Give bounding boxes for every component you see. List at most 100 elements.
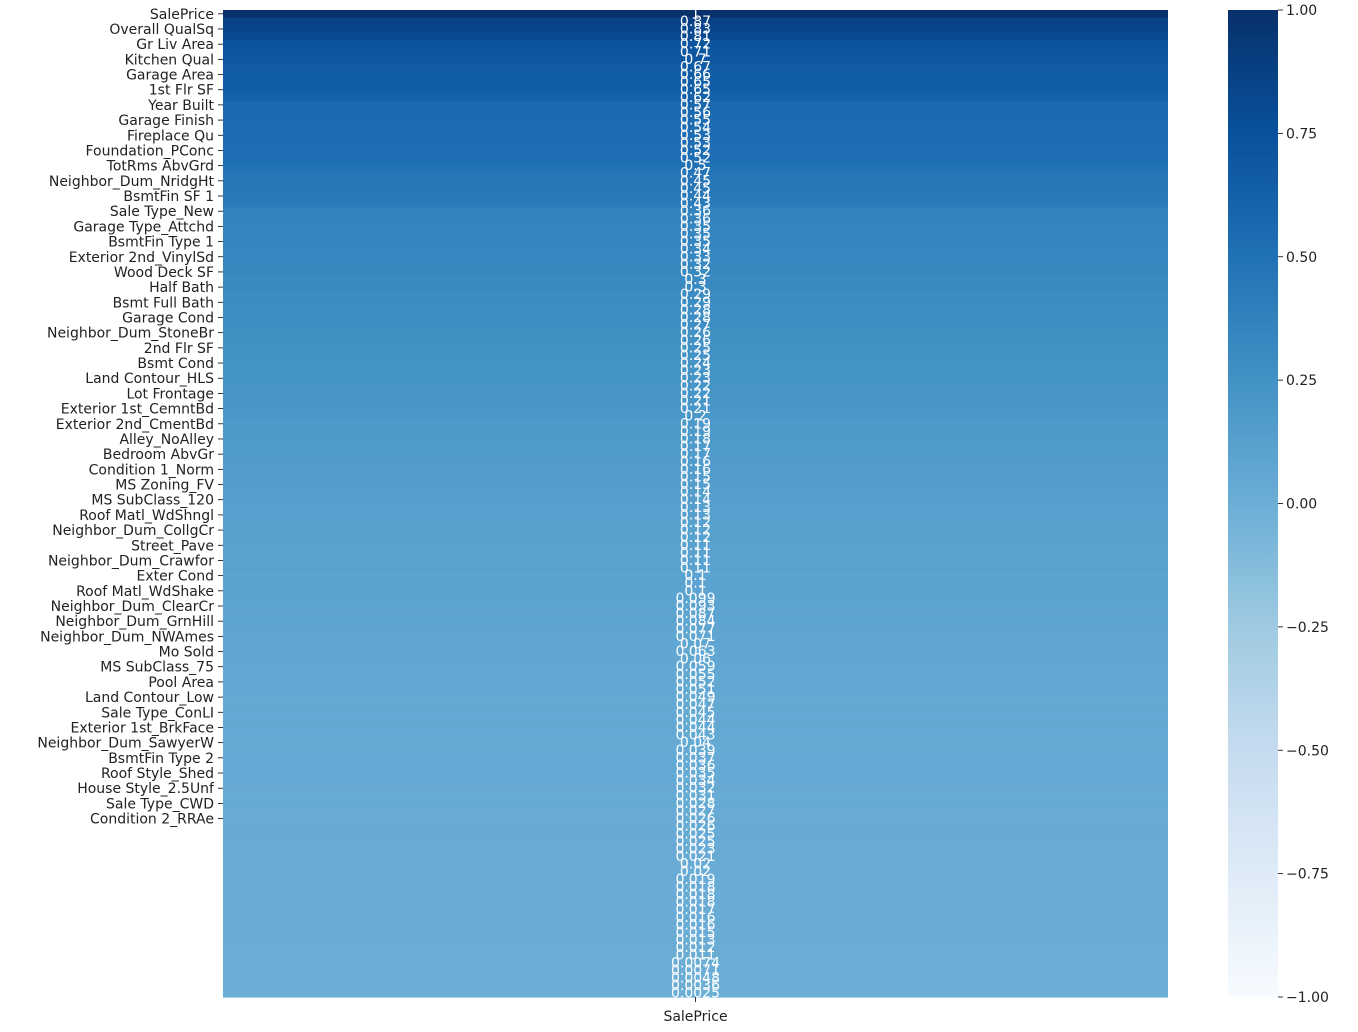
row-tick-label: Overall QualSq: [109, 22, 214, 38]
row-tick-label: Garage Finish: [118, 113, 214, 129]
heatmap-cell: [223, 632, 1168, 641]
heatmap-cell: [223, 852, 1168, 861]
row-tick-label: Roof Matl_WdShake: [76, 584, 214, 600]
heatmap-cell: [223, 837, 1168, 846]
cell-annotation: 0.1: [684, 568, 706, 584]
heatmap-cell: [223, 154, 1168, 163]
cell-annotation: 0.051: [675, 682, 715, 698]
heatmap-cell: [223, 10, 1168, 19]
heatmap-cell: [223, 860, 1168, 869]
colorbar-tick-label: −0.25: [1286, 620, 1329, 636]
heatmap-cell: [223, 754, 1168, 763]
heatmap-cell: [223, 32, 1168, 41]
cell-annotation: 0.11: [680, 553, 711, 569]
row-tick-label: BsmtFin Type 2: [108, 751, 214, 767]
cell-annotation: 0.55: [680, 113, 711, 129]
colorbar-tick-label: −0.50: [1286, 743, 1329, 759]
cell-annotation: 0.54: [680, 120, 711, 136]
cell-annotation: 0.047: [675, 697, 715, 713]
cell-annotation: 0.039: [675, 743, 715, 759]
heatmap-cell: [223, 905, 1168, 915]
heatmap-cell: [223, 473, 1168, 482]
row-tick-label: Pool Area: [148, 675, 214, 691]
row-tick-label: Exterior 2nd_CmentBd: [56, 417, 214, 433]
colorbar: 1.00 0.75 0.50 0.25 0.00 −0.25 −0.50 −0.75 −1.00: [1228, 3, 1329, 1006]
heatmap-cell: [223, 511, 1168, 520]
cell-annotation: 0.018: [675, 887, 715, 903]
cell-annotation: 0.059: [675, 659, 715, 675]
row-tick-label: Condition 2_RRAe: [90, 812, 214, 828]
cell-annotation: 0.037: [675, 750, 715, 766]
cell-annotation: 0.13: [680, 507, 711, 523]
cell-annotation: 0.035: [675, 766, 715, 782]
cell-annotation: 0.084: [675, 614, 715, 630]
cell-annotation: 0.0025: [671, 986, 720, 1002]
heatmap-cell: [223, 336, 1168, 345]
cell-annotation: 0.071: [675, 629, 715, 645]
cell-annotation: 0.15: [680, 469, 711, 485]
row-tick-label: Wood Deck SF: [114, 265, 214, 281]
row-tick-label: House Style_2.5Unf: [77, 781, 215, 797]
heatmap-cell: [223, 328, 1168, 338]
cell-annotation: 0.16: [680, 462, 711, 478]
cell-annotation: 0.011: [675, 948, 715, 964]
cell-annotation: 0.0048: [671, 971, 720, 987]
heatmap-cell: [223, 761, 1168, 770]
heatmap-cell: [223, 867, 1168, 877]
cell-annotation: 0.18: [680, 431, 711, 447]
row-tick-label: Neighbor_Dum_GrnHill: [55, 614, 214, 630]
row-tick-label: Neighbor_Dum_CollgCr: [52, 523, 214, 539]
cell-annotation: 0.16: [680, 454, 711, 470]
heatmap-cell: [223, 70, 1168, 79]
cell-annotation: 0.14: [680, 492, 711, 508]
row-tick-label: Land Contour_Low: [85, 690, 214, 706]
cell-annotation: 0.56: [680, 105, 711, 121]
heatmap-cell: [223, 875, 1168, 884]
heatmap-cell: [223, 298, 1168, 307]
heatmap-cell: [223, 366, 1168, 376]
heatmap-cell: [223, 829, 1168, 839]
row-tick-label: 1st Flr SF: [149, 83, 214, 99]
heatmap-cell: [223, 55, 1168, 64]
cell-annotation: 0.11: [680, 545, 711, 561]
cell-annotation: 0.018: [675, 879, 715, 895]
heatmap-cell: [223, 139, 1168, 148]
cell-annotation: 0.013: [675, 933, 715, 949]
row-tick-label: Garage Type_Attchd: [73, 219, 214, 235]
heatmap-cell: [223, 237, 1168, 246]
cell-annotation: 0.087: [675, 606, 715, 622]
cell-annotation: 0.45: [680, 181, 711, 197]
heatmap-cell: [223, 184, 1168, 193]
cell-annotation: 0.32: [680, 264, 711, 280]
row-tick-label: Land Contour_HLS: [85, 371, 214, 387]
cell-annotation: 0.26: [680, 333, 711, 349]
heatmap-cell: [223, 268, 1168, 277]
heatmap-cell: [223, 799, 1168, 808]
heatmap-cell: [223, 465, 1168, 474]
heatmap-cell: [223, 306, 1168, 315]
cell-annotation: 0.15: [680, 477, 711, 493]
cell-annotation: 0.44: [680, 189, 711, 205]
row-tick-label: MS Zoning_FV: [115, 478, 214, 494]
row-tick-label: Garage Area: [126, 68, 214, 84]
cell-annotation: 0.1: [684, 583, 706, 599]
column-tick-labels: SalePrice: [663, 997, 728, 1025]
heatmap-cell: [223, 397, 1168, 406]
row-tick-label: BsmtFin SF 1: [123, 189, 214, 205]
heatmap-cell: [223, 587, 1168, 596]
cell-annotation: 0.19: [680, 416, 711, 432]
cell-annotation: 0.07: [680, 636, 711, 652]
cell-annotation: 0.2: [684, 409, 706, 425]
heatmap-cell: [223, 609, 1168, 618]
cell-annotation: 0.028: [675, 796, 715, 812]
heatmap-cell: [223, 959, 1168, 968]
cell-annotation: 0.015: [675, 925, 715, 941]
heatmap-cell: [223, 40, 1168, 49]
heatmap-cell: [223, 252, 1168, 262]
heatmap-cell: [223, 389, 1168, 398]
cell-annotation: 0.018: [675, 895, 715, 911]
heatmap-cell: [223, 359, 1168, 368]
row-tick-label: BsmtFin Type 1: [108, 235, 214, 251]
row-tick-label: Kitchen Qual: [125, 52, 214, 68]
